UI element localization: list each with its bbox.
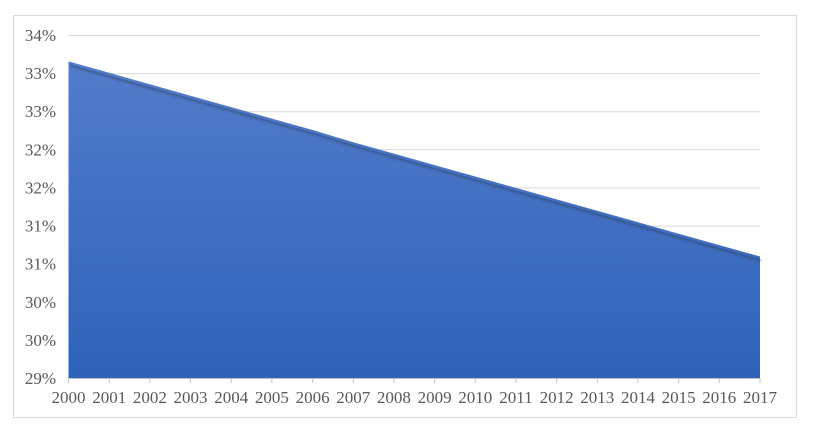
x-axis-label: 2012	[540, 388, 574, 407]
area-series	[68, 61, 760, 379]
x-axis-label: 2008	[377, 388, 411, 407]
y-axis-label: 30%	[25, 293, 56, 312]
y-axis-label: 31%	[25, 217, 56, 236]
x-axis-label: 2013	[580, 388, 614, 407]
x-axis-label: 2011	[499, 388, 532, 407]
x-axis-label: 2007	[336, 388, 371, 407]
x-axis-label: 2004	[214, 388, 249, 407]
x-axis-label: 2017	[743, 388, 778, 407]
y-axis-label: 34%	[25, 26, 56, 45]
x-axis-label: 2002	[133, 388, 167, 407]
y-axis-label: 33%	[25, 102, 56, 121]
x-axis-label: 2016	[702, 388, 736, 407]
y-axis-label: 31%	[25, 255, 56, 274]
x-axis-label: 2014	[621, 388, 656, 407]
y-axis-label: 32%	[25, 178, 56, 197]
y-axis-label: 30%	[25, 331, 56, 350]
area-edge-shadow	[70, 64, 762, 262]
x-axis-label: 2003	[174, 388, 208, 407]
x-axis-label: 2006	[296, 388, 330, 407]
y-axis-label: 32%	[25, 140, 56, 159]
y-axis-label: 29%	[25, 369, 56, 388]
x-axis-label: 2005	[255, 388, 289, 407]
y-axis-label: 33%	[25, 64, 56, 83]
x-axis-label: 2009	[418, 388, 452, 407]
x-axis-label: 2001	[92, 388, 126, 407]
x-axis-label: 2010	[458, 388, 492, 407]
x-axis-label: 2015	[662, 388, 696, 407]
x-axis-label: 2000	[52, 388, 86, 407]
